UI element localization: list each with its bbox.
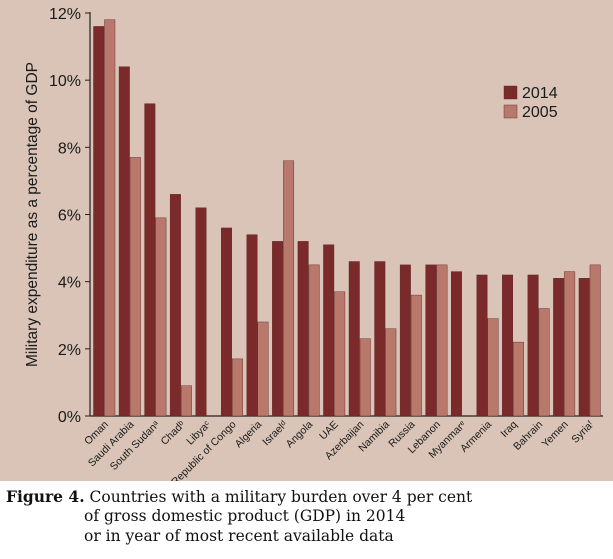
legend-swatch-2014 <box>503 85 518 100</box>
y-tick-label: 4% <box>58 275 81 292</box>
bar-2005 <box>538 308 550 417</box>
bar-2005 <box>487 318 499 417</box>
bar-2014 <box>221 227 232 417</box>
bar-2005 <box>385 328 397 417</box>
bar-chart: 0% 2% 4% 6% 8% 10% 12% Military expenditure as … <box>24 6 603 481</box>
bar-2014 <box>425 264 437 417</box>
x-tick-label: Yemen <box>539 419 570 450</box>
bar-2005 <box>589 264 601 417</box>
bar-2005 <box>104 19 116 417</box>
bar-2014 <box>93 26 105 417</box>
bar-2005 <box>308 264 320 417</box>
bar-2014 <box>399 264 411 417</box>
y-tick-label: 10% <box>49 73 81 90</box>
y-axis-title: Military expenditure as a percentage of … <box>24 62 41 367</box>
bar-2014 <box>578 278 590 417</box>
bar-2014 <box>527 274 539 417</box>
y-tick-label: 0% <box>58 409 81 426</box>
bar-2005 <box>513 341 524 417</box>
bar-2014 <box>272 241 284 417</box>
bar-2005 <box>155 217 167 417</box>
x-tick-label: Chadᵇ <box>158 419 187 448</box>
bar-2014 <box>246 234 258 417</box>
bar-2005 <box>283 160 295 417</box>
x-tick-label: Bahrain <box>511 419 545 453</box>
bar-2014 <box>169 194 181 417</box>
caption-label: Figure 4. <box>6 487 85 506</box>
y-tick-label: 2% <box>58 342 81 359</box>
caption-line-3: or in year of most recent available data <box>84 527 394 545</box>
x-tick-label: Algeria <box>233 419 265 451</box>
caption-line-2: of gross domestic product (GDP) in 2014 <box>84 507 406 525</box>
x-tick-label: Syriaᶠ <box>569 418 597 446</box>
figure-caption: Figure 4. Countries with a military burd… <box>0 481 613 559</box>
x-tick-label: Angola <box>284 419 316 451</box>
y-tick-label: 8% <box>58 140 81 157</box>
bar-2014 <box>553 278 565 417</box>
caption-text-1: Countries with a military burden over 4 … <box>89 488 473 506</box>
bar-2005 <box>410 294 422 417</box>
caption-line-1: Figure 4. Countries with a military burd… <box>6 487 472 506</box>
bar-2014 <box>195 207 207 417</box>
bar-2005 <box>564 271 576 417</box>
bar-2005 <box>180 385 192 417</box>
chart-panel: 0% 2% 4% 6% 8% 10% 12% Military expenditure as … <box>0 0 613 481</box>
bar-2014 <box>476 274 488 417</box>
bar-2014 <box>323 244 335 417</box>
bar-2014 <box>502 274 513 417</box>
bar-2014 <box>374 261 386 417</box>
bar-2014 <box>118 66 130 417</box>
bar-2014 <box>451 271 462 417</box>
legend-label-2005: 2005 <box>522 104 558 121</box>
bar-2005 <box>334 291 346 417</box>
legend-swatch-2005 <box>503 104 518 119</box>
legend-label-2014: 2014 <box>522 85 558 102</box>
bar-2014 <box>348 261 360 417</box>
bar-2005 <box>436 264 448 417</box>
bar-2005 <box>359 338 371 417</box>
x-tick-label: Iraq <box>498 419 519 440</box>
bar-2014 <box>144 103 156 417</box>
y-tick-label: 12% <box>49 6 81 23</box>
y-tick-label: 6% <box>58 208 81 225</box>
bar-2005 <box>129 157 141 417</box>
bar-2005 <box>257 321 269 417</box>
bar-2005 <box>232 358 243 417</box>
bar-2014 <box>297 241 309 417</box>
